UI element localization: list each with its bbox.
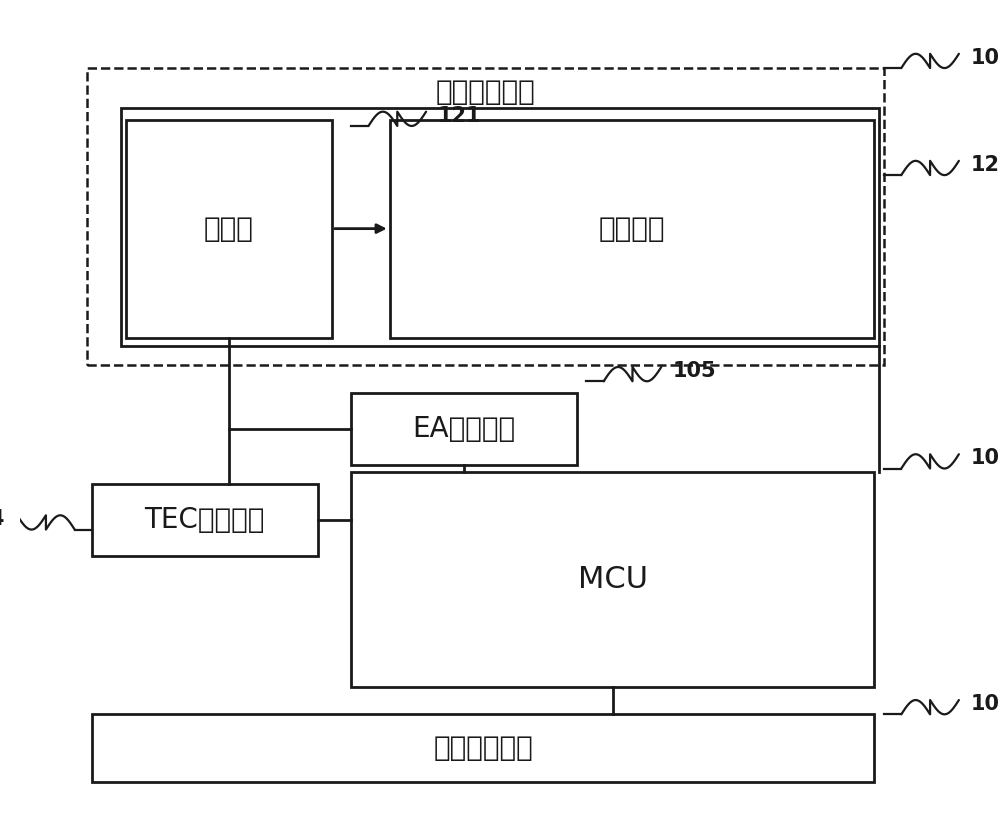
Bar [390, 120, 874, 338]
Text: 121: 121 [438, 106, 481, 126]
Text: 驱动电路: 驱动电路 [599, 215, 665, 243]
Bar [92, 484, 318, 556]
Text: 122: 122 [970, 154, 1000, 175]
Bar [351, 393, 577, 464]
Bar [92, 714, 874, 781]
Text: 激光接收单元: 激光接收单元 [433, 734, 533, 762]
Text: EA偏置电路: EA偏置电路 [412, 415, 516, 443]
Text: TEC控制电路: TEC控制电路 [145, 506, 265, 534]
Bar [351, 472, 874, 686]
Text: 103: 103 [970, 449, 1000, 468]
Text: 激光器: 激光器 [204, 215, 254, 243]
Text: MCU: MCU [578, 565, 648, 594]
Text: 104: 104 [0, 510, 6, 529]
Bar [126, 120, 332, 338]
Text: 激光发射单元: 激光发射单元 [436, 78, 535, 106]
Bar [121, 107, 879, 345]
Text: 105: 105 [673, 361, 716, 381]
Text: 102: 102 [970, 694, 1000, 714]
Text: 101: 101 [970, 48, 1000, 68]
Bar [87, 68, 884, 365]
